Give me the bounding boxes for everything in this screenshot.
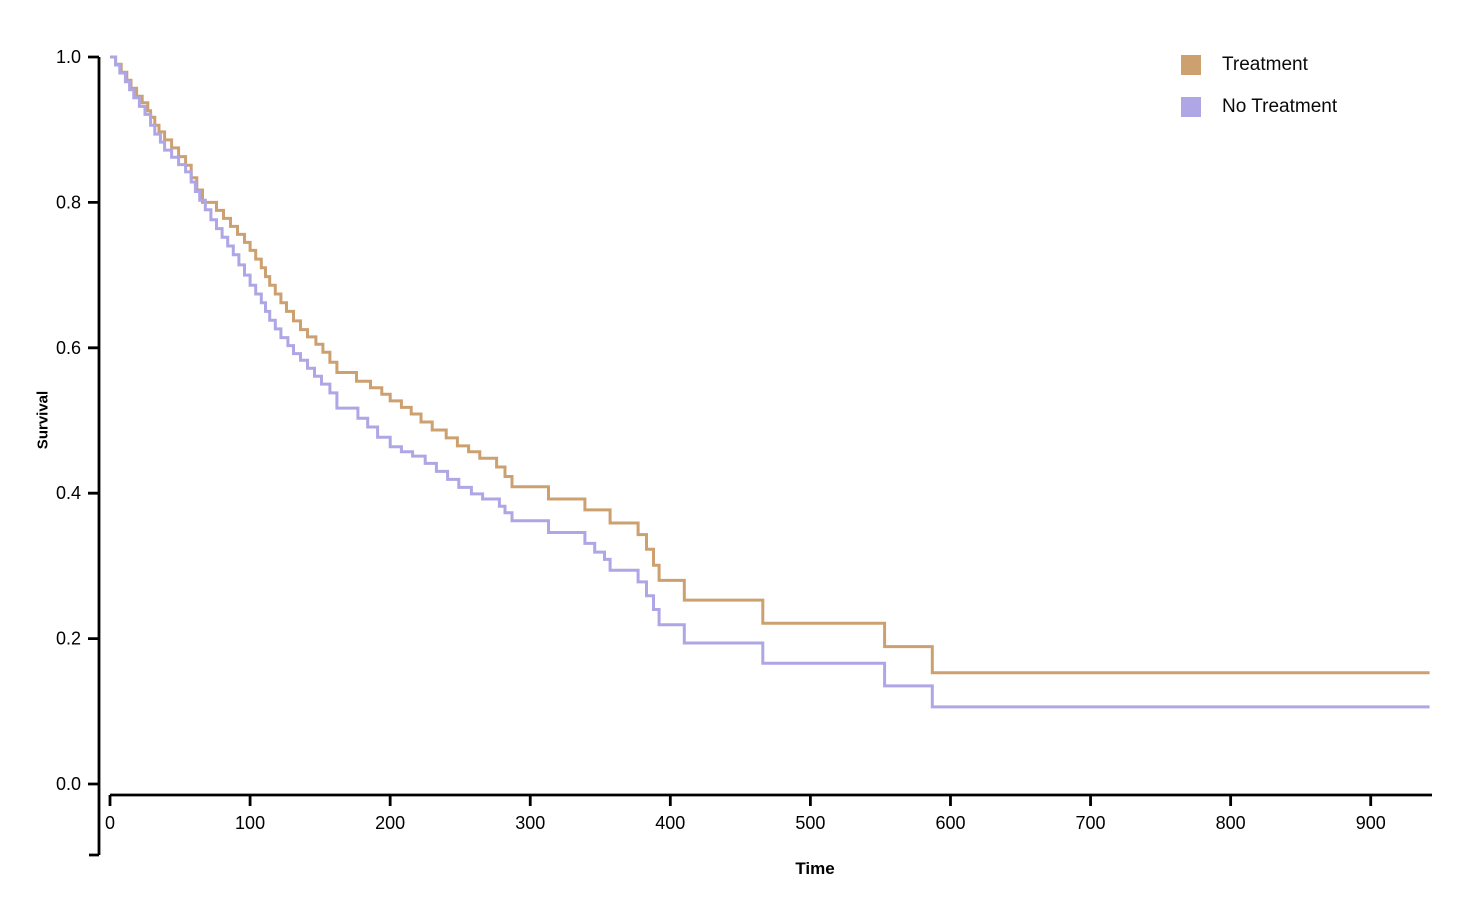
x-tick-label: 700	[1076, 813, 1106, 833]
x-axis-title: Time	[795, 859, 835, 878]
y-tick-label: 0.4	[56, 483, 81, 503]
legend-label-no-treatment: No Treatment	[1222, 96, 1338, 117]
x-tick-label: 400	[655, 813, 685, 833]
y-tick-label: 0.0	[56, 774, 81, 794]
legend: Treatment No Treatment	[1181, 55, 1337, 139]
x-tick-label: 300	[515, 813, 545, 833]
y-axis	[88, 55, 101, 857]
x-tick-label: 800	[1216, 813, 1246, 833]
legend-swatch-no-treatment-icon	[1181, 97, 1201, 117]
x-tick-label: 100	[235, 813, 265, 833]
x-tick-label: 500	[795, 813, 825, 833]
y-axis-title: Survival	[34, 390, 52, 450]
y-tick-label: 1.0	[56, 47, 81, 67]
legend-label-treatment: Treatment	[1222, 54, 1308, 75]
x-tick-label: 600	[935, 813, 965, 833]
legend-item-no-treatment: No Treatment	[1181, 97, 1337, 117]
no-treatment-curve	[110, 55, 1430, 709]
x-tick-label: 0	[105, 813, 115, 833]
y-tick-label: 0.2	[56, 629, 81, 649]
legend-swatch-treatment-icon	[1181, 55, 1201, 75]
legend-item-treatment: Treatment	[1181, 55, 1337, 75]
x-axis	[108, 793, 1432, 806]
x-tick-label: 200	[375, 813, 405, 833]
y-tick-label: 0.6	[56, 338, 81, 358]
treatment-curve	[110, 55, 1430, 675]
y-tick-label: 0.8	[56, 192, 81, 212]
x-tick-label: 900	[1356, 813, 1386, 833]
